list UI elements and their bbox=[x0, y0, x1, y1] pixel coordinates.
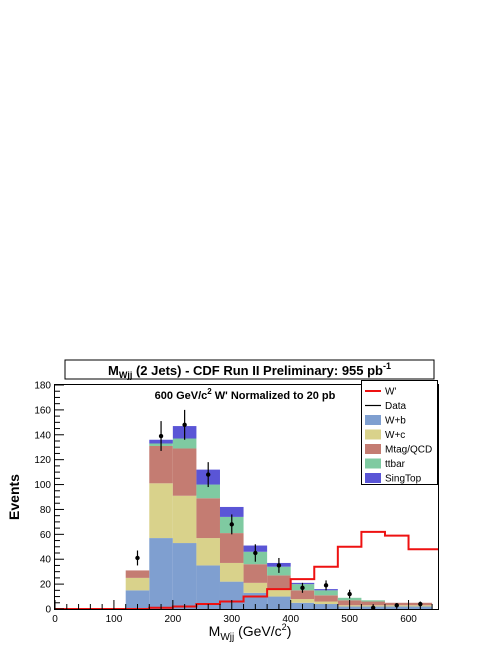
y-axis: 0 20 40 60 80 100 120 140 160 180 bbox=[34, 381, 64, 616]
x-axis-title: MWjj (GeV/c2) bbox=[209, 622, 292, 643]
y-tick-label-160: 160 bbox=[34, 405, 51, 416]
x-tick-label-400: 400 bbox=[282, 614, 299, 625]
data-points bbox=[135, 409, 423, 610]
bar-mtag-qcd-5 bbox=[243, 564, 268, 583]
title-box: MWjj (2 Jets) - CDF Run II Preliminary: … bbox=[64, 359, 435, 380]
y-tick-label-120: 120 bbox=[34, 455, 51, 466]
annotation-post: W' Normalized to 20 pb bbox=[212, 390, 336, 402]
y-tick-label-40: 40 bbox=[40, 555, 52, 566]
y-tick-label-80: 80 bbox=[40, 505, 52, 516]
bar-w-c-8 bbox=[314, 601, 338, 605]
data-point-7 bbox=[300, 585, 305, 591]
x-tick-label-100: 100 bbox=[106, 614, 123, 625]
data-point-8 bbox=[323, 583, 329, 588]
bar-mtag-qcd-0 bbox=[125, 570, 150, 578]
xlabel-main: M bbox=[209, 623, 221, 639]
y-tick-label-20: 20 bbox=[40, 580, 52, 591]
y-tick-label-100: 100 bbox=[34, 480, 51, 491]
y-axis-title: Events bbox=[6, 474, 22, 520]
xlabel-end: ) bbox=[287, 623, 292, 639]
legend-label-w-b: W+b bbox=[385, 416, 406, 427]
x-axis: 0 100 200 300 400 500 600 bbox=[52, 600, 433, 625]
bar-w-b-1 bbox=[149, 538, 173, 609]
signal-line bbox=[55, 530, 438, 610]
legend-swatch-w-c bbox=[365, 429, 381, 440]
data-point-5 bbox=[253, 550, 258, 556]
chart-title: MWjj (2 Jets) - CDF Run II Preliminary: … bbox=[108, 361, 391, 380]
legend-label-ttbar: ttbar bbox=[385, 459, 406, 470]
bar-w-c-0 bbox=[125, 577, 150, 591]
title-rest: (2 Jets) - CDF Run II Preliminary: 955 p… bbox=[132, 363, 383, 378]
bar-w-b-3 bbox=[196, 565, 220, 609]
annotation-superscript: 2 bbox=[207, 387, 212, 396]
annotation-pre: 600 GeV/c bbox=[155, 390, 208, 402]
x-tick-label-300: 300 bbox=[223, 614, 240, 625]
stacked-bars bbox=[125, 426, 433, 609]
legend-label-data: Data bbox=[385, 401, 407, 412]
bar-ttbar-3 bbox=[196, 484, 220, 499]
xlabel-subscript: Wjj bbox=[220, 632, 234, 643]
bar-singtop-4 bbox=[219, 506, 244, 517]
bar-w-b-2 bbox=[172, 543, 197, 609]
bar-w-c-7 bbox=[290, 599, 315, 603]
signal-histogram bbox=[55, 530, 438, 610]
legend-swatch-mtag-qcd bbox=[365, 444, 381, 454]
x-tick-label-0: 0 bbox=[52, 614, 58, 625]
data-point-3 bbox=[206, 472, 211, 477]
bar-ttbar-8 bbox=[314, 590, 338, 596]
bar-mtag-qcd-10 bbox=[361, 601, 385, 606]
bar-mtag-qcd-8 bbox=[314, 595, 338, 602]
bar-mtag-qcd-1 bbox=[149, 445, 173, 484]
x-tick-label-500: 500 bbox=[341, 614, 358, 625]
bar-mtag-qcd-4 bbox=[219, 533, 244, 563]
legend-label-mtag-qcd: Mtag/QCD bbox=[385, 445, 432, 456]
legend-swatch-singtop bbox=[365, 473, 381, 483]
y-tick-label-0: 0 bbox=[45, 605, 51, 616]
plot-frame-top bbox=[54, 384, 439, 610]
data-point-0 bbox=[135, 555, 140, 561]
xlabel-superscript: 2 bbox=[282, 622, 287, 632]
bar-mtag-qcd-7 bbox=[290, 590, 315, 600]
bar-w-c-5 bbox=[243, 582, 268, 593]
legend-label-w-c: W+c bbox=[385, 430, 405, 441]
bar-ttbar-2 bbox=[172, 438, 197, 449]
xlabel-rest: (GeV/c bbox=[234, 623, 281, 639]
title-superscript: -1 bbox=[383, 361, 391, 371]
data-point-1 bbox=[158, 433, 164, 439]
data-point-9 bbox=[347, 591, 352, 597]
bar-w-b-0 bbox=[125, 590, 150, 609]
bar-w-c-1 bbox=[149, 483, 173, 539]
y-tick-label-60: 60 bbox=[40, 530, 52, 541]
title-frame bbox=[64, 359, 435, 380]
bar-mtag-qcd-2 bbox=[172, 448, 197, 496]
bar-mtag-qcd-6 bbox=[267, 575, 291, 590]
x-tick-label-200: 200 bbox=[165, 614, 182, 625]
title-main: M bbox=[108, 363, 119, 378]
bar-ttbar-10 bbox=[361, 600, 385, 602]
bar-w-c-6 bbox=[267, 589, 291, 597]
bar-w-c-2 bbox=[172, 495, 197, 544]
bar-w-c-3 bbox=[196, 538, 220, 566]
annotation: 600 GeV/c2 W' Normalized to 20 pb bbox=[155, 387, 336, 402]
y-tick-label-180: 180 bbox=[34, 381, 51, 392]
data-point-6 bbox=[276, 563, 282, 568]
bar-ttbar-9 bbox=[337, 597, 362, 601]
bar-w-c-4 bbox=[219, 562, 244, 582]
x-tick-label-600: 600 bbox=[400, 614, 417, 625]
bar-w-b-6 bbox=[267, 596, 291, 609]
data-point-4 bbox=[229, 522, 234, 527]
legend: W' Data W+b W+c Mtag/QCD ttbar SingTop bbox=[361, 380, 438, 485]
legend-swatch-ttbar bbox=[365, 458, 381, 469]
bar-mtag-qcd-3 bbox=[196, 498, 220, 539]
legend-label-w-: W' bbox=[385, 387, 396, 398]
legend-swatch-w-b bbox=[365, 415, 381, 425]
data-point-2 bbox=[182, 422, 187, 428]
y-tick-label-140: 140 bbox=[34, 430, 51, 441]
legend-label-singtop: SingTop bbox=[385, 474, 422, 485]
title-subscript: Wjj bbox=[119, 370, 133, 380]
